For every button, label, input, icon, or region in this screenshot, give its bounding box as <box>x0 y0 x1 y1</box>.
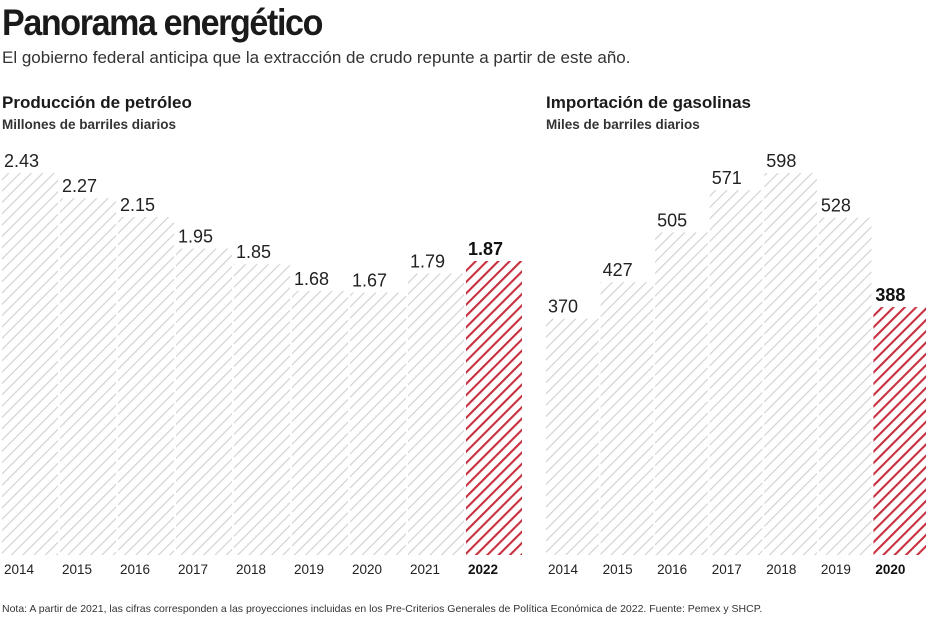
x-tick-2020: 2020 <box>875 562 905 577</box>
value-label-2021: 1.79 <box>410 252 445 272</box>
value-label-2020: 388 <box>875 285 905 305</box>
bar-2018 <box>234 264 290 555</box>
gasoline-imports-chart: 370 2014 427 2015 505 2016 571 2017 598 2018 528 20… <box>546 151 926 577</box>
value-label-2018: 598 <box>766 151 796 171</box>
x-tick-2017: 2017 <box>712 562 742 577</box>
bar-2017 <box>709 190 763 555</box>
bar-2022 <box>466 261 522 555</box>
x-tick-2016: 2016 <box>657 562 687 577</box>
x-tick-2019: 2019 <box>821 562 851 577</box>
x-tick-2014: 2014 <box>548 562 579 577</box>
bar-2017 <box>176 248 232 555</box>
x-tick-2018: 2018 <box>236 562 266 577</box>
value-label-2022: 1.87 <box>468 239 503 259</box>
x-tick-2015: 2015 <box>603 562 633 577</box>
footnote: Nota: A partir de 2021, las cifras corre… <box>2 603 763 615</box>
value-label-2017: 1.95 <box>178 227 213 247</box>
value-label-2017: 571 <box>712 168 742 188</box>
value-label-2016: 2.15 <box>120 195 155 215</box>
x-tick-2016: 2016 <box>120 562 150 577</box>
bar-2018 <box>764 173 817 555</box>
bar-2020 <box>873 307 926 555</box>
value-label-2014: 370 <box>548 297 578 317</box>
x-tick-2014: 2014 <box>4 562 35 577</box>
gasoline-chart-unit: Miles de barriles diarios <box>546 117 700 132</box>
value-label-2016: 505 <box>657 210 687 230</box>
bar-2016 <box>118 217 174 555</box>
bar-2014 <box>546 318 599 555</box>
value-label-2014: 2.43 <box>4 151 39 171</box>
oil-production-chart: 2.43 2014 2.27 2015 2.15 2016 1.95 2017 1.85 2018… <box>2 151 522 577</box>
x-tick-2022: 2022 <box>468 562 498 577</box>
value-label-2019: 528 <box>821 196 851 216</box>
value-label-2015: 2.27 <box>62 176 97 196</box>
page-subtitle: El gobierno federal anticipa que la extr… <box>2 48 631 67</box>
bar-2014 <box>2 173 58 555</box>
x-tick-2017: 2017 <box>178 562 208 577</box>
oil-chart-title: Producción de petróleo <box>2 93 192 112</box>
value-label-2015: 427 <box>603 260 633 280</box>
page-title: Panorama energético <box>2 2 323 43</box>
value-label-2019: 1.68 <box>294 269 329 289</box>
x-tick-2015: 2015 <box>62 562 92 577</box>
bar-2020 <box>350 292 406 555</box>
value-label-2018: 1.85 <box>236 242 271 262</box>
bar-2019 <box>818 217 872 555</box>
gasoline-chart-title: Importación de gasolinas <box>546 93 751 112</box>
charts-canvas: 2.43 2014 2.27 2015 2.15 2016 1.95 2017 1.85 2018… <box>2 151 926 577</box>
bar-2015 <box>600 282 654 555</box>
bar-2016 <box>655 232 708 555</box>
x-tick-2021: 2021 <box>410 562 440 577</box>
value-label-2020: 1.67 <box>352 271 387 291</box>
bar-2021 <box>408 273 464 555</box>
bar-2015 <box>60 198 116 555</box>
x-tick-2020: 2020 <box>352 562 382 577</box>
bar-2019 <box>292 290 348 555</box>
oil-chart-unit: Millones de barriles diarios <box>2 117 177 132</box>
x-tick-2019: 2019 <box>294 562 324 577</box>
x-tick-2018: 2018 <box>766 562 796 577</box>
